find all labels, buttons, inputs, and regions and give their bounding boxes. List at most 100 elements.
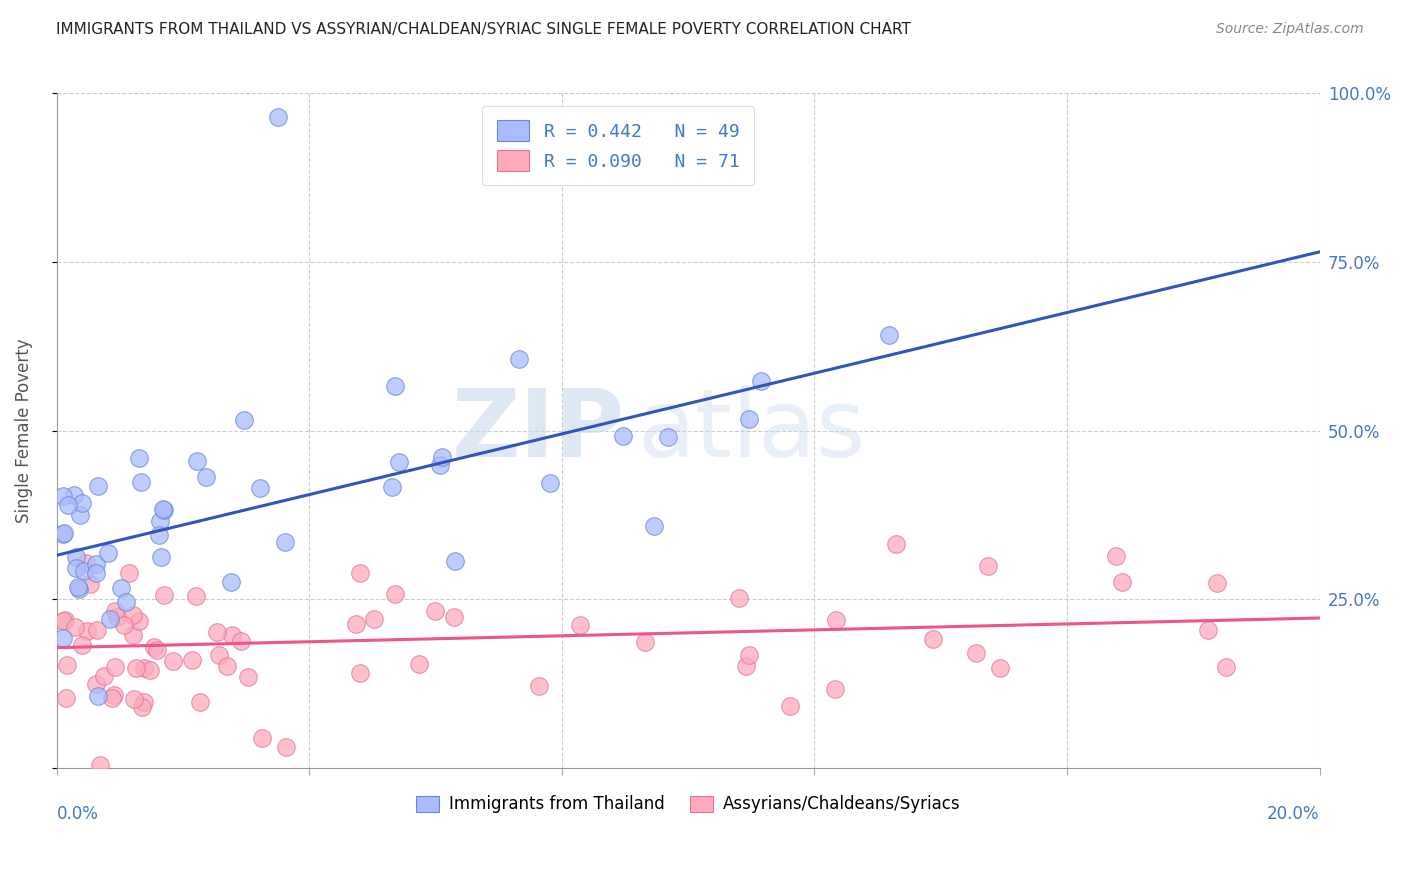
Legend: Immigrants from Thailand, Assyrians/Chaldeans/Syriacs: Immigrants from Thailand, Assyrians/Chal… xyxy=(409,789,967,820)
Point xyxy=(443,610,465,624)
Point xyxy=(988,661,1011,675)
Point xyxy=(1215,660,1237,674)
Point xyxy=(1105,549,1128,563)
Point xyxy=(205,624,228,639)
Point xyxy=(84,557,107,571)
Point xyxy=(344,617,367,632)
Point xyxy=(100,691,122,706)
Point xyxy=(52,489,75,503)
Point xyxy=(52,632,75,646)
Point xyxy=(104,659,127,673)
Point xyxy=(128,450,150,465)
Point xyxy=(274,534,297,549)
Point xyxy=(114,595,136,609)
Point xyxy=(58,499,80,513)
Point xyxy=(738,411,761,425)
Point xyxy=(65,550,87,565)
Point xyxy=(425,604,447,618)
Point xyxy=(252,731,274,745)
Point xyxy=(384,379,406,393)
Point xyxy=(749,374,772,388)
Point xyxy=(152,502,174,516)
Y-axis label: Single Female Poverty: Single Female Poverty xyxy=(15,338,32,523)
Point xyxy=(131,699,153,714)
Point xyxy=(430,450,453,465)
Point xyxy=(143,640,166,655)
Point xyxy=(53,613,76,627)
Text: atlas: atlas xyxy=(637,384,866,476)
Point xyxy=(153,588,176,602)
Point xyxy=(55,657,77,672)
Point xyxy=(429,458,451,473)
Point xyxy=(87,479,110,493)
Point xyxy=(734,658,756,673)
Point xyxy=(738,648,761,662)
Point xyxy=(217,659,239,673)
Text: ZIP: ZIP xyxy=(453,384,626,476)
Point xyxy=(125,661,148,675)
Point xyxy=(381,480,404,494)
Point xyxy=(150,549,173,564)
Point xyxy=(408,657,430,671)
Point xyxy=(221,574,243,589)
Point xyxy=(965,646,987,660)
Point xyxy=(612,429,634,443)
Point xyxy=(122,692,145,706)
Point xyxy=(349,566,371,581)
Point xyxy=(104,604,127,618)
Point xyxy=(186,454,208,468)
Text: 0.0%: 0.0% xyxy=(56,805,98,822)
Point xyxy=(134,661,156,675)
Point xyxy=(93,669,115,683)
Point xyxy=(1206,575,1229,590)
Text: Source: ZipAtlas.com: Source: ZipAtlas.com xyxy=(1216,22,1364,37)
Point xyxy=(139,663,162,677)
Point xyxy=(75,556,97,570)
Point xyxy=(276,740,298,755)
Point xyxy=(233,413,256,427)
Text: 20.0%: 20.0% xyxy=(1267,805,1320,822)
Point xyxy=(105,609,128,624)
Point xyxy=(70,495,93,509)
Point xyxy=(67,582,90,596)
Point xyxy=(779,699,801,714)
Point xyxy=(89,757,111,772)
Point xyxy=(84,677,107,691)
Point xyxy=(643,518,665,533)
Point xyxy=(349,665,371,680)
Point xyxy=(231,633,253,648)
Point xyxy=(121,608,143,623)
Point xyxy=(180,653,202,667)
Point xyxy=(69,508,91,522)
Point xyxy=(52,614,75,628)
Point xyxy=(1197,623,1219,637)
Point xyxy=(87,689,110,703)
Point xyxy=(62,488,84,502)
Point xyxy=(121,628,143,642)
Point xyxy=(188,695,211,709)
Point xyxy=(236,670,259,684)
Point xyxy=(538,476,561,491)
Point xyxy=(266,110,288,124)
Point xyxy=(134,695,156,709)
Point xyxy=(634,634,657,648)
Point xyxy=(103,688,125,702)
Point xyxy=(877,327,900,342)
Point xyxy=(162,654,184,668)
Point xyxy=(384,587,406,601)
Point xyxy=(76,624,98,639)
Point xyxy=(824,682,846,697)
Point xyxy=(146,643,169,657)
Point xyxy=(527,679,550,693)
Point xyxy=(657,430,679,444)
Point xyxy=(112,618,135,632)
Point xyxy=(66,580,89,594)
Point xyxy=(153,503,176,517)
Point xyxy=(922,632,945,646)
Point xyxy=(53,525,76,540)
Point xyxy=(363,612,385,626)
Point xyxy=(63,620,86,634)
Point xyxy=(825,613,848,627)
Point xyxy=(149,514,172,528)
Point xyxy=(65,561,87,575)
